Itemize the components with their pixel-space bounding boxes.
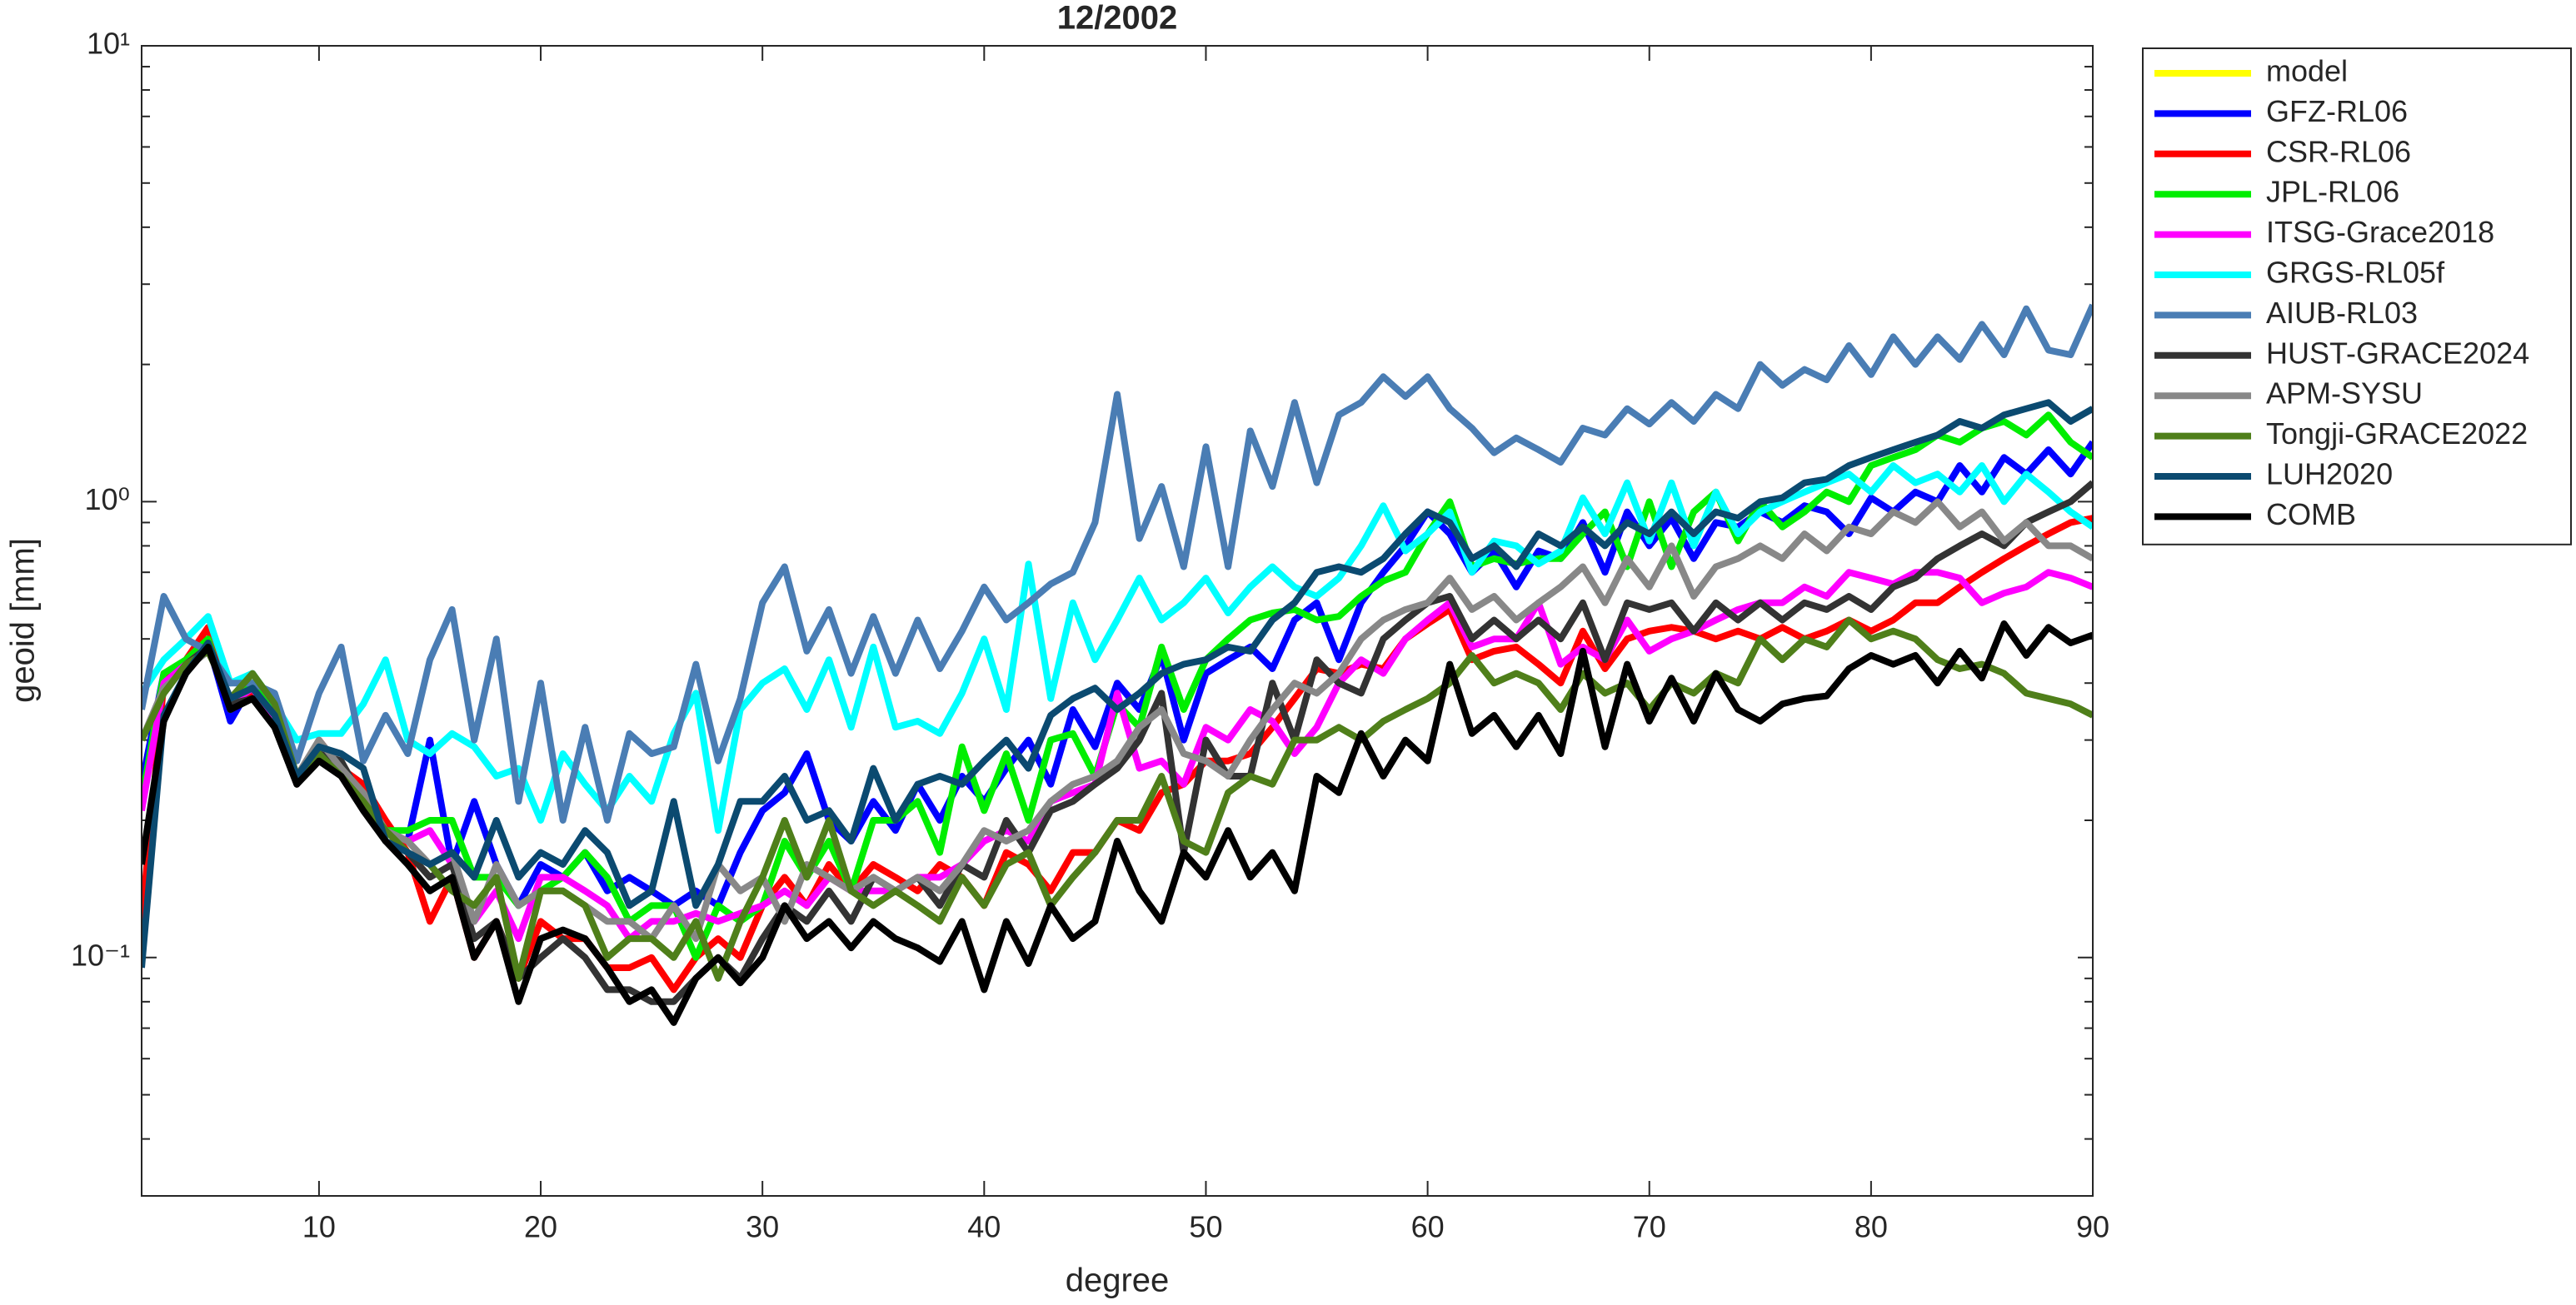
x-tick-label: 40 [967,1210,1001,1244]
legend-label: JPL-RL06 [2266,175,2399,209]
legend-label: Tongji-GRACE2022 [2266,416,2528,451]
series-line [142,620,2093,1026]
legend-label: GRGS-RL05f [2266,256,2445,290]
legend-label: LUH2020 [2266,457,2393,491]
x-tick-label: 70 [1633,1210,1666,1244]
y-tick-label: 10⁻¹ [71,938,130,972]
x-axis-label: degree [1066,1263,1170,1299]
legend-label: HUST-GRACE2024 [2266,336,2529,370]
x-tick-label: 20 [524,1210,557,1244]
series-line [142,399,2093,969]
legend-label: ITSG-Grace2018 [2266,215,2494,249]
legend-label: CSR-RL06 [2266,134,2411,168]
x-tick-label: 50 [1189,1210,1222,1244]
series-line [142,440,2093,909]
x-tick-label: 30 [746,1210,779,1244]
y-tick-label: 10¹ [87,27,130,61]
legend-label: model [2266,54,2348,88]
plot-frame [141,45,2094,1197]
series-line [142,303,2093,824]
legend-label: AIUB-RL03 [2266,296,2418,330]
chart-title: 12/2002 [1057,0,1178,37]
legend-label: GFZ-RL06 [2266,94,2408,128]
series-line [142,616,2093,982]
x-tick-label: 80 [1855,1210,1888,1244]
legend-label: APM-SYSU [2266,376,2423,411]
y-axis-label: geoid [mm] [5,538,42,703]
x-tick-label: 10 [302,1210,336,1244]
legend-label: COMB [2266,497,2356,531]
x-tick-label: 60 [1411,1210,1445,1244]
x-tick-label: 90 [2076,1210,2109,1244]
legend-box [2142,47,2572,545]
series-line [142,462,2093,834]
series-line [142,480,2093,1005]
y-tick-label: 10⁰ [85,482,130,516]
